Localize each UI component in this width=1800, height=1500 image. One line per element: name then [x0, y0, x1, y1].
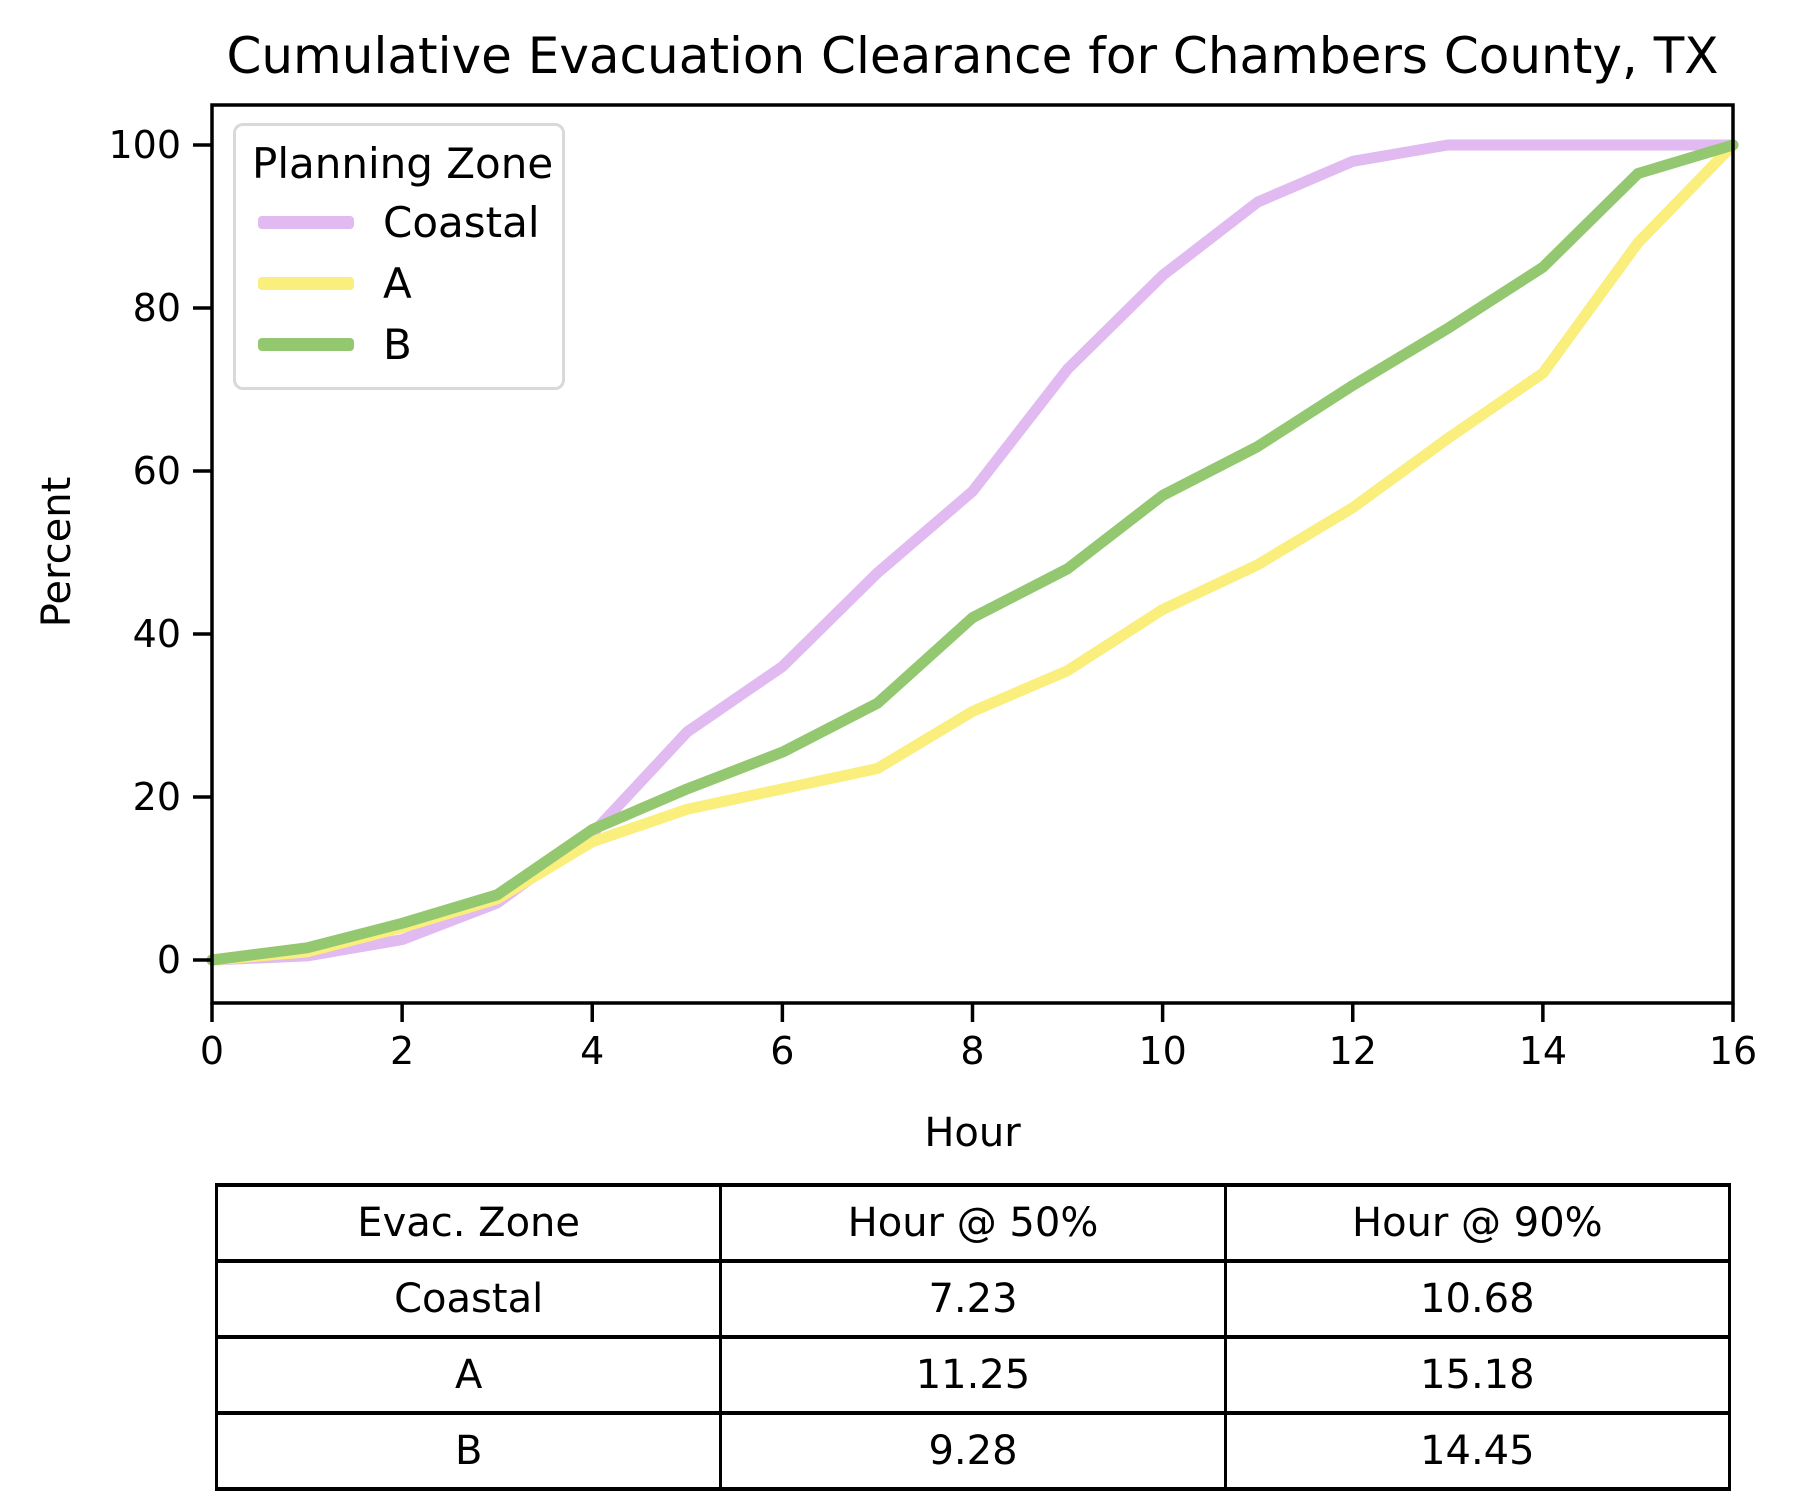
cell-hour50: 9.28: [719, 1411, 1227, 1491]
legend-label-a: A: [383, 259, 412, 308]
legend-title: Planning Zone: [252, 139, 554, 188]
legend-swatch-b: [258, 338, 354, 351]
cell-hour90: 14.45: [1223, 1411, 1732, 1491]
cell-zone: B: [214, 1411, 723, 1491]
legend-label-coastal: Coastal: [383, 198, 540, 247]
table-row: A 11.25 15.18: [214, 1335, 1732, 1415]
x-axis-ticks: 0 2 4 6 8 10 12 14 16: [200, 1003, 1757, 1073]
x-tick-label: 14: [1519, 1029, 1567, 1073]
y-tick-label: 20: [133, 775, 181, 819]
legend: Planning Zone Coastal A B: [233, 123, 565, 390]
table-header-hour50: Hour @ 50%: [719, 1183, 1227, 1263]
legend-item-b: B: [236, 314, 562, 375]
cell-hour50: 11.25: [719, 1335, 1227, 1415]
legend-swatch-coastal: [258, 216, 354, 229]
x-axis-label: Hour: [924, 1110, 1021, 1156]
x-tick-label: 16: [1709, 1029, 1757, 1073]
y-axis-ticks: 0 20 40 60 80 100: [108, 123, 212, 982]
y-tick-label: 40: [133, 612, 181, 656]
y-tick-label: 100: [108, 123, 181, 167]
cell-hour90: 10.68: [1223, 1259, 1732, 1339]
cell-hour90: 15.18: [1223, 1335, 1732, 1415]
chart-title: Cumulative Evacuation Clearance for Cham…: [226, 27, 1719, 85]
x-tick-label: 0: [200, 1029, 224, 1073]
table-row: B 9.28 14.45: [214, 1411, 1732, 1491]
x-tick-label: 6: [770, 1029, 794, 1073]
y-tick-label: 80: [133, 286, 181, 330]
series-lines: [206, 139, 1739, 966]
x-tick-label: 10: [1138, 1029, 1186, 1073]
cell-hour50: 7.23: [719, 1259, 1227, 1339]
x-tick-label: 4: [580, 1029, 604, 1073]
legend-label-b: B: [383, 320, 412, 369]
legend-item-a: A: [236, 253, 562, 314]
series-line-coastal: [206, 139, 1739, 966]
legend-item-coastal: Coastal: [236, 192, 562, 253]
table-row: Coastal 7.23 10.68: [214, 1259, 1732, 1339]
y-tick-label: 60: [133, 449, 181, 493]
y-axis-label: Percent: [34, 476, 80, 628]
series-line-b: [206, 139, 1739, 966]
x-tick-label: 8: [960, 1029, 984, 1073]
table-header-hour90: Hour @ 90%: [1223, 1183, 1732, 1263]
table-header-zone: Evac. Zone: [214, 1183, 723, 1263]
cell-zone: A: [214, 1335, 723, 1415]
cell-zone: Coastal: [214, 1259, 723, 1339]
y-tick-label: 0: [157, 938, 181, 982]
x-tick-label: 12: [1329, 1029, 1377, 1073]
legend-swatch-a: [258, 277, 354, 290]
clearance-table: Evac. Zone Hour @ 50% Hour @ 90% Coastal…: [214, 1183, 1732, 1491]
table-header-row: Evac. Zone Hour @ 50% Hour @ 90%: [214, 1183, 1732, 1263]
x-tick-label: 2: [390, 1029, 414, 1073]
